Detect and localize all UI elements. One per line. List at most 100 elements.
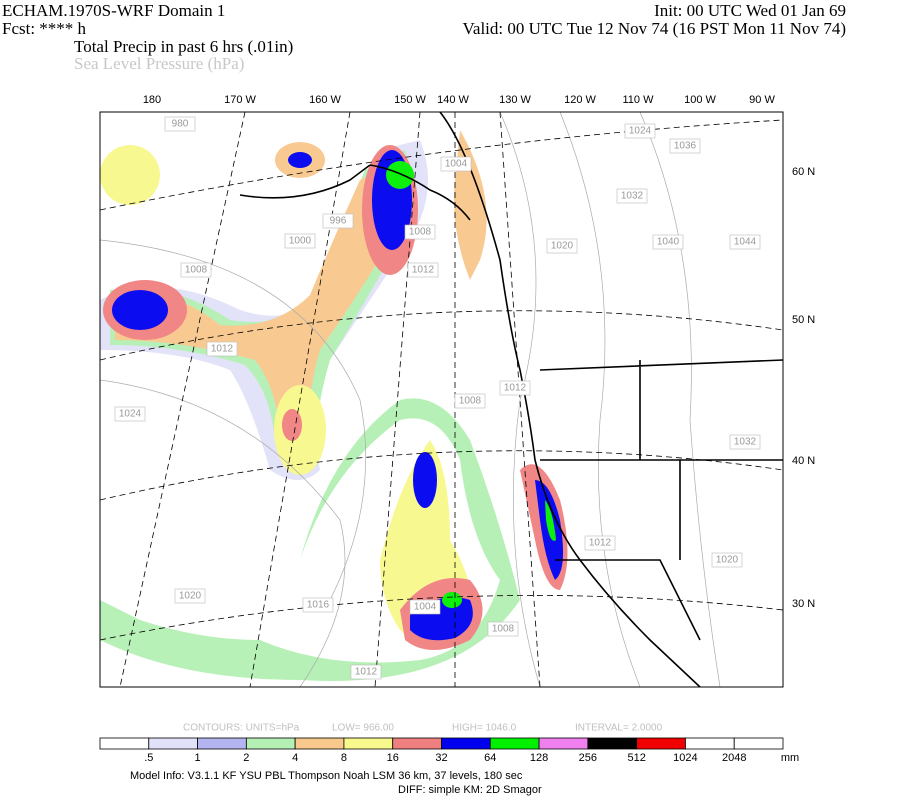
colorbar-label: 4 (292, 752, 298, 764)
isobar-label: 1000 (289, 236, 312, 247)
latitude-label: 50 N (792, 314, 815, 326)
isobar-label: 980 (172, 119, 189, 130)
diff-info: DIFF: simple KM: 2D Smagor (398, 784, 542, 796)
colorbar-swatch (343, 737, 394, 750)
isobar-label-box (487, 621, 519, 637)
colorbar-swatch (245, 737, 296, 750)
isobar-label: 1024 (119, 409, 142, 420)
colorbar-label: 64 (484, 752, 496, 764)
colorbar-label: 512 (627, 752, 645, 764)
isobar-label: 1032 (621, 191, 644, 202)
colorbar-label: 128 (530, 752, 548, 764)
colorbar-swatch (489, 737, 540, 750)
colorbar-label: 16 (387, 752, 399, 764)
isobar-label-box (440, 156, 472, 172)
colorbar-swatch (733, 737, 784, 750)
isobar-label: 996 (330, 216, 347, 227)
colorbar-label: 2048 (722, 752, 746, 764)
colorbar-label: 2 (243, 752, 249, 764)
model-title: ECHAM.1970S-WRF Domain 1 (2, 1, 225, 20)
colorbar-swatch (441, 737, 491, 750)
isobar-label-box (729, 234, 761, 250)
colorbar-swatch (538, 737, 589, 750)
isobar-label: 1040 (657, 237, 680, 248)
forecast-hour: Fcst: **** h (2, 19, 87, 38)
init-time: Init: 00 UTC Wed 01 Jan 69 (654, 1, 846, 20)
colorbar-swatch (148, 737, 198, 750)
isobar-label: 1044 (734, 237, 757, 248)
isobar-label: 1008 (459, 396, 482, 407)
isobar-label-box (584, 535, 616, 551)
isobar-label-box (729, 434, 761, 450)
longitude-label: 170 W (224, 94, 256, 106)
colorbar-swatch (294, 737, 345, 750)
longitude-label: 180 (143, 94, 161, 106)
isobar-label: 1016 (307, 600, 330, 611)
colorbar-swatch (392, 737, 442, 750)
colorbar-label: 1024 (673, 752, 697, 764)
isobar-label: 1004 (414, 602, 437, 613)
isobar-label-box (409, 599, 441, 615)
isobar-label-box (652, 234, 684, 250)
isobar-label: 1008 (492, 624, 515, 635)
colorbar-label: 8 (341, 752, 347, 764)
isobar-label: 1004 (445, 159, 468, 170)
colorbar-swatch (636, 737, 686, 750)
contour-info: INTERVAL= 2.0000 (575, 723, 663, 734)
longitude-label: 150 W (394, 94, 426, 106)
colorbar-swatch (685, 737, 735, 750)
isobar-label-box (616, 188, 648, 204)
colorbar-swatch (197, 737, 247, 750)
isobar-label-box (164, 116, 196, 132)
isobar-label-box (624, 123, 656, 139)
isobar-label: 1020 (716, 555, 739, 566)
colorbar-swatch (99, 737, 150, 750)
longitude-label: 130 W (499, 94, 531, 106)
latitude-label: 40 N (792, 455, 815, 467)
isobar-label-box (404, 224, 436, 240)
isobar-label: 1012 (504, 383, 527, 394)
longitude-label: 100 W (684, 94, 716, 106)
isobar-label-box (669, 138, 701, 154)
isobar-label: 1012 (589, 538, 612, 549)
colorbar-unit: mm (781, 752, 799, 764)
contour-info: CONTOURS: UNITS=hPa (183, 723, 300, 734)
isobar-label-box (114, 406, 146, 422)
isobar-label-box (174, 588, 206, 604)
isobar-label-box (350, 664, 382, 680)
isobar-label: 1024 (629, 126, 652, 137)
isobar-label: 1036 (674, 141, 697, 152)
longitude-label: 160 W (309, 94, 341, 106)
isobar-label-box (499, 380, 531, 396)
isobar-label-box (454, 393, 486, 409)
longitude-label: 90 W (749, 94, 775, 106)
isobar-label-box (284, 233, 316, 249)
isobar-label: 1012 (412, 265, 435, 276)
isobar-label-box (180, 262, 212, 278)
longitude-label: 120 W (564, 94, 596, 106)
isobar-label: 1020 (179, 591, 202, 602)
isobar-label-box (407, 262, 439, 278)
contour-info: HIGH= 1046.0 (452, 723, 517, 734)
isobar-label: 1032 (734, 437, 757, 448)
isobar-label: 1012 (355, 667, 378, 678)
isobar-label-box (206, 341, 238, 357)
longitude-label: 110 W (623, 94, 655, 106)
isobar-label-box (546, 238, 578, 254)
colorbar-label: 32 (435, 752, 447, 764)
longitude-label: 140 W (437, 94, 469, 106)
colorbar-label: 1 (195, 752, 201, 764)
latitude-label: 60 N (792, 166, 815, 178)
isobar-label-box (302, 597, 334, 613)
colorbar-swatch (587, 737, 638, 750)
isobar-label: 1020 (551, 241, 574, 252)
model-info: Model Info: V3.1.1 KF YSU PBL Thompson N… (130, 770, 523, 782)
isobar-label: 1012 (211, 344, 234, 355)
field-title: Sea Level Pressure (hPa) (74, 54, 244, 73)
isobar-label-box (322, 213, 354, 229)
map-frame (99, 111, 784, 688)
colorbar-label: .5 (144, 752, 153, 764)
isobar-label-box (711, 552, 743, 568)
